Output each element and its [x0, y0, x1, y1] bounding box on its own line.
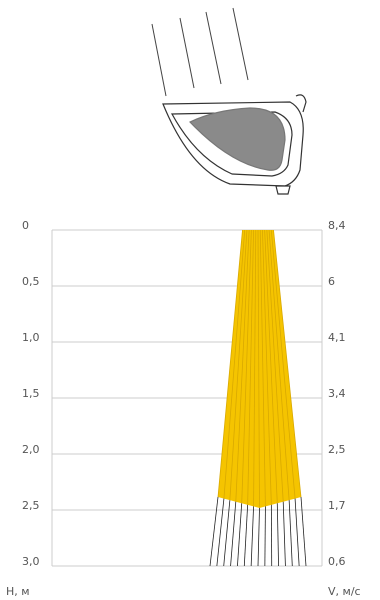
right-axis-label: 8,4	[328, 219, 346, 232]
left-axis-label: 0,5	[22, 275, 40, 288]
right-axis-label: 4,1	[328, 331, 346, 344]
airflow-line	[250, 506, 254, 567]
left-axis-label: 2,0	[22, 443, 40, 456]
right-axis-label: 2,5	[328, 443, 346, 456]
air-conditioner-unit	[162, 94, 307, 195]
airflow-line	[266, 229, 284, 502]
airflow-line	[259, 229, 266, 507]
airflow-line	[262, 229, 272, 505]
airflow-line	[270, 229, 296, 499]
right-axis-label: 3,4	[328, 387, 346, 400]
airflow-line	[235, 229, 250, 502]
airflow-line	[282, 501, 286, 567]
right-axis-label: 6	[328, 275, 335, 288]
airflow-line	[294, 498, 300, 567]
airflow-line	[230, 501, 237, 567]
left-axis-label: 2,5	[22, 499, 40, 512]
airflow-line	[268, 229, 290, 501]
right-axis-label: 1,7	[328, 499, 346, 512]
airflow-line	[300, 496, 307, 567]
airflow-line	[253, 229, 257, 507]
left-axis-label: 1,0	[22, 331, 40, 344]
right-axis-title: V, м/с	[328, 585, 361, 598]
left-axis-label: 0	[22, 219, 29, 232]
axis-labels: 0 0,5 1,0 1,5 2,0 2,5 3,0 8,4 6 4,1 3,4 2,5 1,7 0,6	[22, 219, 346, 568]
airflow-line	[276, 503, 279, 567]
airflow-line	[216, 498, 225, 567]
right-axis-label: 0,6	[328, 555, 346, 568]
airflow-line	[264, 506, 266, 567]
left-axis-label: 3,0	[22, 555, 40, 568]
air-inlet-lines	[151, 7, 249, 97]
left-axis-label: 1,5	[22, 387, 40, 400]
airflow-line	[237, 503, 243, 567]
left-axis-title: H, м	[6, 585, 30, 598]
airflow-line	[247, 229, 254, 505]
grid	[51, 229, 323, 567]
airflow-line	[217, 229, 243, 498]
airflow-line	[243, 504, 249, 567]
airflow-fan	[209, 229, 307, 567]
airflow-line	[288, 500, 293, 567]
airflow-line	[209, 496, 219, 567]
airflow-line	[223, 229, 246, 499]
airflow-line	[273, 229, 302, 498]
airflow-line	[223, 500, 231, 567]
airflow-line	[229, 229, 248, 501]
airflow-line	[257, 229, 260, 509]
airflow-line	[241, 229, 252, 504]
airflow-line	[264, 229, 278, 504]
airflow-line	[257, 507, 260, 567]
